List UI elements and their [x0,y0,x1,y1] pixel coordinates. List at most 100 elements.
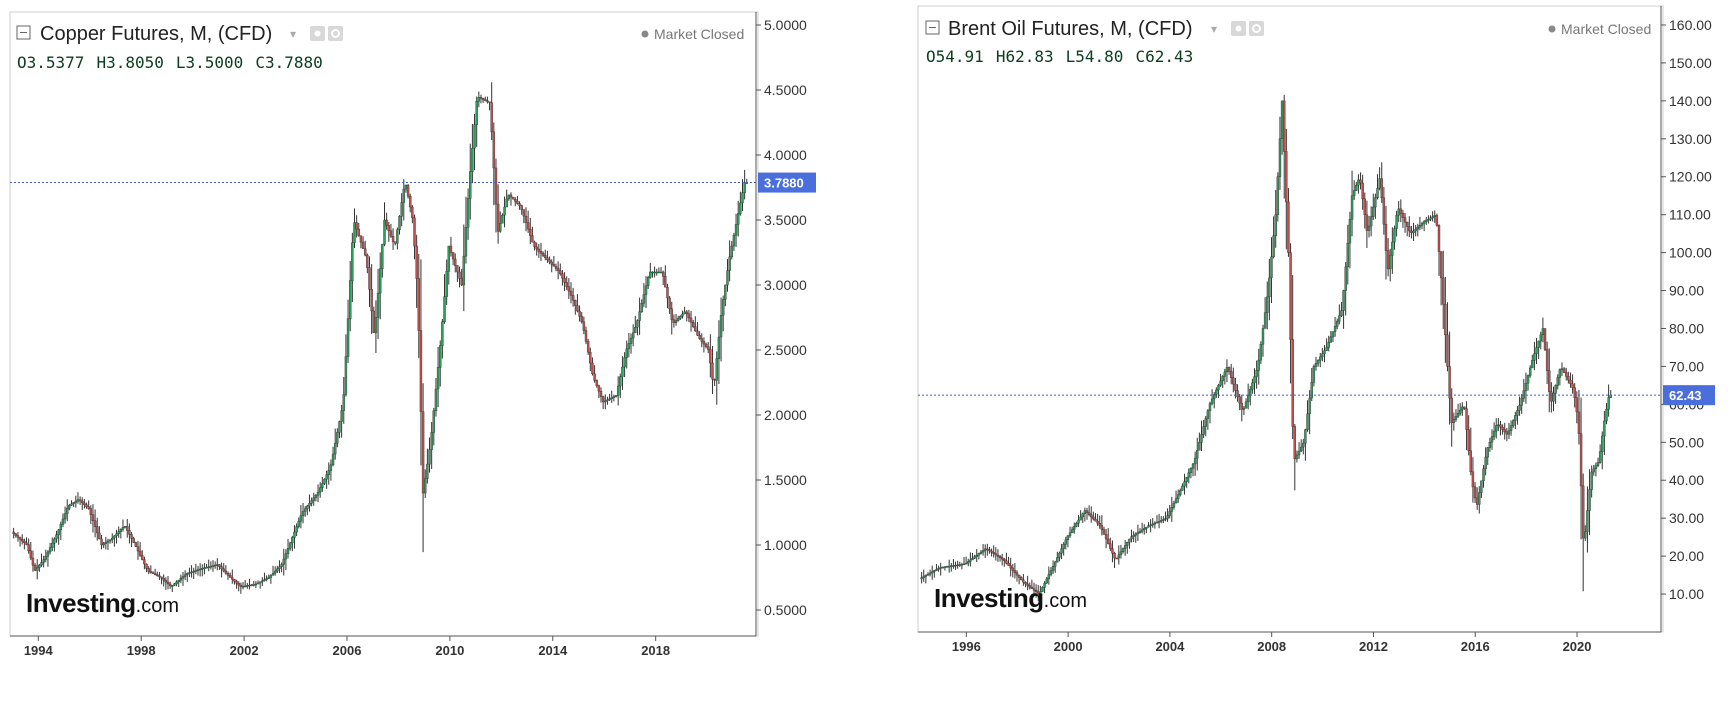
copper-candle-body [634,327,637,333]
brent-candle-body [1355,184,1358,191]
copper-candle-body [91,514,95,521]
copper-candle-body [16,535,20,538]
brent-candle-body [1011,567,1014,571]
copper-title-dropdown-icon[interactable]: ▾ [290,27,296,41]
brent-candle-body [1015,572,1019,576]
brent-gear-icon[interactable] [1249,21,1264,36]
copper-candle-body [546,257,549,261]
brent-candle-body [1253,376,1256,384]
brent-y-tick-label: 160.00 [1669,17,1712,33]
brent-candle-body [1463,406,1466,409]
brent-candle-body [1081,513,1084,518]
copper-candle-body [518,203,521,206]
copper-candle-body [145,563,148,569]
brent-candle-body [1299,446,1303,452]
brent-candle-body [1223,371,1227,377]
copper-candle-body [524,215,528,223]
brent-candle-body [1418,225,1422,228]
copper-candle-body [276,568,279,572]
brent-candle-body [1452,419,1456,423]
brent-candle-body [1325,347,1328,351]
brent-candle-body [1412,230,1415,234]
brent-candle-body [1581,485,1585,539]
brent-collapse-icon[interactable] [925,20,940,35]
copper-candle-body [351,242,354,281]
copper-candle-body [612,396,616,398]
copper-candle-body [201,568,204,570]
copper-candle-body [280,564,283,567]
copper-y-tick-label: 3.0000 [764,277,807,293]
copper-candle-body [741,192,744,204]
copper-candle-body [505,198,508,208]
brent-candle-body [1369,216,1373,227]
brent-candle-body [1516,410,1519,416]
copper-candle-body [349,280,352,319]
copper-gear-icon[interactable] [328,26,343,41]
brent-candle-body [1308,397,1311,415]
brent-y-tick-label: 40.00 [1669,472,1704,488]
copper-candle-body [250,584,253,586]
copper-candle-body [218,564,221,567]
copper-x-tick-label: 2014 [538,643,568,658]
copper-candle-body [160,576,163,579]
brent-candle-body [1442,277,1445,305]
copper-candle-body [451,252,455,260]
copper-candle-body [409,195,412,208]
brent-candle-body [1471,471,1475,488]
brent-x-tick-label: 1996 [952,639,981,654]
brent-open-value: 54.91 [936,47,984,66]
copper-candle-body [106,540,110,543]
copper-candle-body [325,474,328,480]
copper-candle-body [439,345,442,368]
brent-candle-body [1456,413,1460,417]
copper-candle-body [681,313,684,317]
copper-collapse-icon[interactable] [16,25,31,40]
copper-candle-body [136,546,140,552]
brent-candle-body [1138,530,1142,533]
brent-candle-body [1041,587,1044,592]
brent-x-tick-label: 2004 [1155,639,1185,654]
brent-close-label: C [1135,47,1145,66]
brent-candle-body [1323,350,1326,354]
brent-candle-body [1238,396,1241,404]
copper-candle-body [188,572,191,574]
copper-candle-body [286,548,290,554]
copper-candle-body [138,550,142,556]
copper-candle-body [589,351,592,364]
copper-candle-body [456,265,459,273]
copper-candle-body [312,497,315,501]
copper-candle-body [76,499,80,502]
brent-title-dropdown-icon[interactable]: ▾ [1211,22,1217,36]
copper-high-value: 3.8050 [106,53,164,72]
brent-candle-body [1020,577,1023,581]
copper-candle-body [151,572,155,574]
copper-candle-body [417,278,420,331]
copper-candle-body [123,526,127,528]
copper-candle-body [537,248,541,252]
brent-candle-body [1416,226,1419,230]
brent-candle-body [1034,590,1038,593]
copper-candle-body [651,271,654,274]
brent-candle-body [1229,371,1233,379]
brent-candle-body [1594,465,1598,470]
brent-candle-body [1266,296,1269,313]
brent-y-tick-label: 50.00 [1669,434,1704,450]
copper-candle-body [724,284,727,300]
copper-x-tick-label: 1994 [24,643,54,658]
brent-candle-body [1310,382,1313,399]
copper-candle-body [672,319,676,323]
copper-candle-body [640,303,643,313]
copper-candle-body [544,255,547,258]
copper-candle-body [734,224,738,236]
brent-chart-svg: 160.00 150.00 140.00 130.00 120.00 110.00 100.… [917,5,1715,654]
brent-candle-body [1512,420,1515,426]
brent-logo-main: Investing [934,583,1044,613]
brent-candle-body [1410,230,1413,234]
brent-candle-body [1236,390,1239,397]
copper-candle-body [213,564,217,567]
copper-candle-body [93,520,97,528]
brent-candle-body [924,575,928,577]
brent-candle-body [1484,456,1487,470]
copper-y-tick-label: 0.5000 [764,602,807,618]
copper-candle-body [209,565,213,568]
